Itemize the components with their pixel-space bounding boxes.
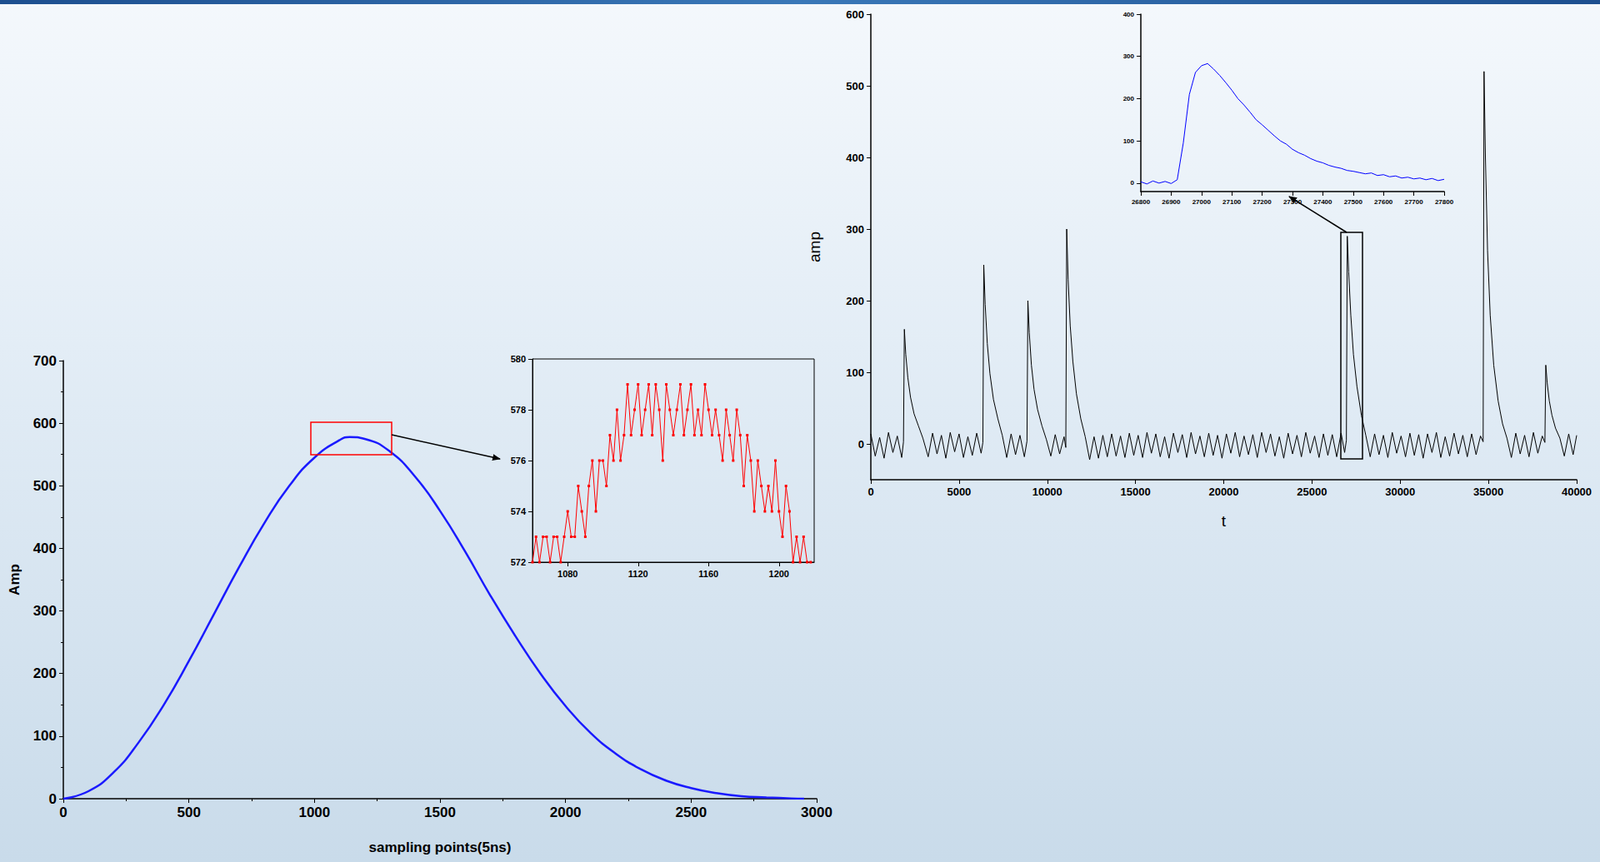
svg-text:1500: 1500 (424, 805, 456, 821)
svg-text:sampling points(5ns): sampling points(5ns) (369, 840, 512, 856)
svg-text:10000: 10000 (1032, 485, 1063, 499)
svg-text:300: 300 (1123, 52, 1135, 60)
svg-text:578: 578 (510, 405, 526, 415)
svg-text:3000: 3000 (800, 805, 833, 821)
svg-text:500: 500 (33, 478, 57, 495)
svg-text:40000: 40000 (1561, 485, 1592, 499)
svg-text:20000: 20000 (1208, 485, 1239, 499)
svg-text:0: 0 (858, 438, 865, 451)
svg-text:600: 600 (33, 415, 57, 432)
svg-text:27500: 27500 (1344, 198, 1364, 206)
svg-text:2000: 2000 (550, 805, 582, 821)
svg-text:572: 572 (510, 557, 526, 568)
svg-text:27600: 27600 (1374, 198, 1394, 206)
svg-text:0: 0 (59, 805, 67, 821)
svg-text:500: 500 (845, 80, 865, 93)
svg-text:1160: 1160 (698, 569, 719, 580)
svg-text:0: 0 (49, 791, 57, 808)
svg-text:400: 400 (845, 151, 865, 165)
svg-text:400: 400 (1123, 10, 1135, 19)
svg-text:amp: amp (805, 231, 824, 263)
svg-text:27700: 27700 (1404, 198, 1424, 206)
svg-text:200: 200 (1123, 95, 1135, 103)
svg-text:200: 200 (33, 665, 57, 682)
svg-text:576: 576 (510, 455, 526, 466)
svg-text:Amp: Amp (6, 564, 23, 596)
svg-text:100: 100 (33, 728, 57, 745)
svg-text:27000: 27000 (1192, 198, 1212, 206)
svg-text:25000: 25000 (1296, 485, 1327, 499)
svg-text:700: 700 (33, 353, 57, 370)
svg-text:100: 100 (845, 366, 865, 380)
svg-text:500: 500 (176, 805, 200, 821)
svg-text:300: 300 (33, 603, 57, 620)
svg-text:1120: 1120 (628, 569, 649, 580)
svg-text:1200: 1200 (769, 569, 790, 580)
svg-text:1000: 1000 (298, 805, 330, 821)
svg-text:2500: 2500 (675, 805, 707, 821)
svg-text:15000: 15000 (1120, 485, 1151, 499)
svg-text:300: 300 (845, 223, 865, 236)
svg-text:5000: 5000 (946, 485, 971, 499)
svg-text:35000: 35000 (1473, 485, 1504, 499)
svg-text:0: 0 (867, 485, 874, 499)
svg-text:100: 100 (1123, 137, 1135, 145)
svg-text:1080: 1080 (557, 569, 578, 580)
svg-text:27100: 27100 (1222, 198, 1242, 206)
svg-text:27800: 27800 (1435, 198, 1455, 206)
svg-text:30000: 30000 (1385, 485, 1415, 499)
svg-text:600: 600 (845, 8, 865, 21)
svg-text:400: 400 (33, 540, 57, 557)
svg-text:580: 580 (510, 354, 526, 365)
svg-text:574: 574 (510, 506, 527, 517)
svg-text:t: t (1221, 512, 1227, 530)
svg-text:27200: 27200 (1252, 198, 1272, 206)
svg-text:26900: 26900 (1161, 198, 1181, 206)
svg-text:0: 0 (1130, 179, 1135, 187)
svg-text:200: 200 (845, 295, 865, 308)
svg-text:27400: 27400 (1313, 198, 1333, 206)
svg-text:27300: 27300 (1283, 198, 1303, 206)
svg-text:26800: 26800 (1131, 198, 1151, 206)
